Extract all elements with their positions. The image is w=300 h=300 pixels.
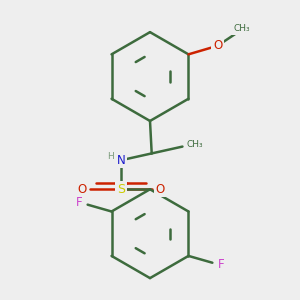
- Text: F: F: [76, 196, 83, 209]
- Text: O: O: [77, 183, 86, 196]
- Text: O: O: [213, 39, 222, 52]
- Text: CH₃: CH₃: [186, 140, 203, 149]
- Text: O: O: [156, 183, 165, 196]
- Text: S: S: [117, 183, 125, 196]
- Text: F: F: [218, 258, 224, 271]
- Text: N: N: [117, 154, 125, 167]
- Text: CH₃: CH₃: [233, 24, 250, 33]
- Text: H: H: [107, 152, 114, 160]
